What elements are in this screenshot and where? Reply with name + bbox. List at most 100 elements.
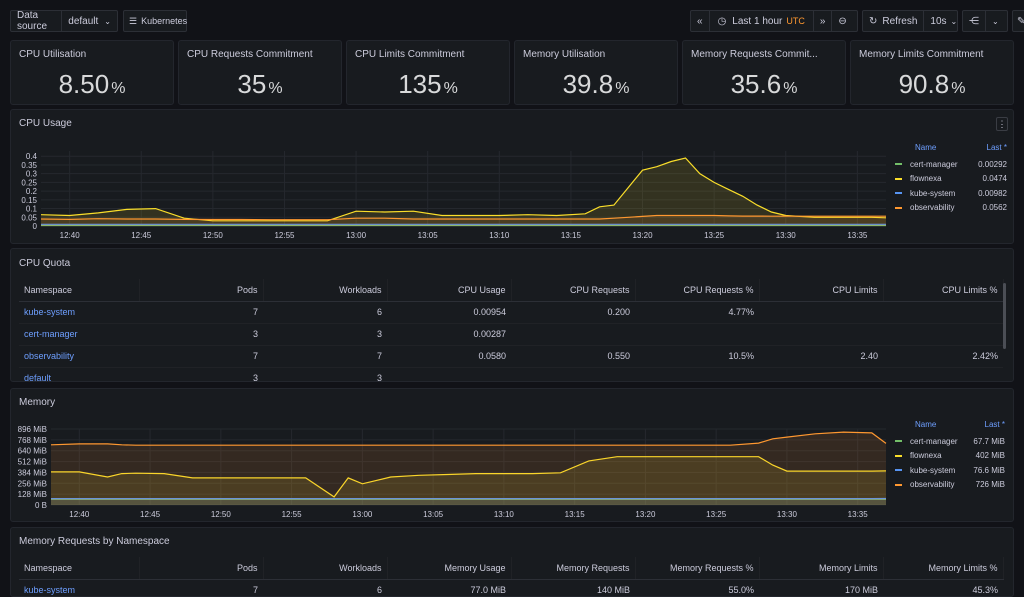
timezone-badge: UTC <box>786 16 805 26</box>
stat-value: 39.8 <box>563 69 614 99</box>
share-menu-button[interactable]: ⌄ <box>986 11 1005 31</box>
column-header[interactable]: Workloads <box>263 279 387 301</box>
stat-memory-utilisation[interactable]: Memory Utilisation 39.8% <box>514 40 678 105</box>
refresh-interval-value: 10s <box>930 16 946 27</box>
column-header[interactable]: Memory Usage <box>387 557 511 579</box>
namespace-link[interactable]: observability <box>19 345 139 367</box>
x-tick-label: 12:40 <box>69 510 90 519</box>
memory-requests-panel[interactable]: Memory Requests by Namespace Namespace P… <box>10 527 1014 597</box>
share-button-group[interactable]: ⋲ ⌄ <box>962 10 1008 32</box>
time-shift-back-button[interactable]: « <box>691 11 710 31</box>
stat-value-line: 135% <box>347 69 509 100</box>
column-header[interactable]: Namespace <box>19 557 139 579</box>
legend-swatch <box>895 178 902 180</box>
stat-title: CPU Utilisation <box>19 49 165 60</box>
table-cell: 2.40 <box>759 345 883 367</box>
y-tick-label: 256 MiB <box>18 479 47 488</box>
table-cell <box>759 301 883 323</box>
y-tick-label: 0.15 <box>21 196 37 205</box>
refresh-interval-select[interactable]: 10s⌄ <box>924 11 963 31</box>
column-header[interactable]: Pods <box>139 279 263 301</box>
edit-button[interactable]: ✎ <box>1012 10 1024 32</box>
column-header[interactable]: Memory Requests <box>511 557 635 579</box>
column-header[interactable]: Memory Requests % <box>635 557 759 579</box>
table-cell: 6 <box>263 301 387 323</box>
legend-swatch <box>895 163 902 165</box>
stat-memory-limits-commitment[interactable]: Memory Limits Commitment 90.8% <box>850 40 1014 105</box>
x-tick-label: 13:35 <box>848 510 869 519</box>
column-header[interactable]: CPU Requests <box>511 279 635 301</box>
stat-cpu-requests-commitment[interactable]: CPU Requests Commitment 35% <box>178 40 342 105</box>
legend-item-value: 726 MiB <box>976 480 1005 489</box>
legend-name-header[interactable]: Name <box>915 420 936 434</box>
datasource-picker[interactable]: Data source default⌄ <box>10 10 118 32</box>
stat-title: CPU Requests Commitment <box>187 49 333 60</box>
namespace-link[interactable]: kube-system <box>19 579 139 597</box>
column-header[interactable]: Memory Limits % <box>883 557 1003 579</box>
table-cell: 7 <box>139 345 263 367</box>
refresh-button[interactable]: ↻Refresh <box>863 11 924 31</box>
column-header[interactable]: CPU Limits <box>759 279 883 301</box>
panel-menu-button[interactable]: ⋮ <box>996 117 1008 131</box>
legend-item[interactable]: observability 726 MiB <box>895 478 1005 493</box>
column-header[interactable]: Workloads <box>263 557 387 579</box>
refresh-picker[interactable]: ↻Refresh 10s⌄ <box>862 10 958 32</box>
legend-name-header[interactable]: Name <box>915 143 936 157</box>
legend-item-value: 0.00982 <box>978 189 1007 198</box>
table-scrollbar[interactable] <box>1003 283 1006 349</box>
datasource-select[interactable]: default⌄ <box>62 11 117 31</box>
time-shift-forward-button[interactable]: » <box>814 11 833 31</box>
legend-last-header[interactable]: Last * <box>985 420 1005 434</box>
table-cell: 3 <box>139 323 263 345</box>
table-cell: 0.200 <box>511 301 635 323</box>
column-header[interactable]: CPU Limits % <box>883 279 1003 301</box>
kebab-icon: ⋮ <box>998 119 1007 129</box>
column-header[interactable]: Namespace <box>19 279 139 301</box>
zoom-out-button[interactable]: ⊖ <box>832 11 852 31</box>
stat-cpu-utilisation[interactable]: CPU Utilisation 8.50% <box>10 40 174 105</box>
namespace-link[interactable]: default <box>19 367 139 382</box>
table-cell: 0.550 <box>511 345 635 367</box>
stat-memory-requests-commitment[interactable]: Memory Requests Commit... 35.6% <box>682 40 846 105</box>
column-header[interactable]: CPU Usage <box>387 279 511 301</box>
table-cell: 0.00954 <box>387 301 511 323</box>
legend-item-name: observability <box>910 480 954 489</box>
column-header[interactable]: Pods <box>139 557 263 579</box>
kubernetes-link[interactable]: ☰Kubernetes <box>123 10 187 32</box>
stat-value: 35 <box>237 69 266 99</box>
namespace-link[interactable]: cert-manager <box>19 323 139 345</box>
column-header[interactable]: CPU Requests % <box>635 279 759 301</box>
legend-item-value: 76.6 MiB <box>973 466 1005 475</box>
legend-item-value: 0.0562 <box>983 203 1007 212</box>
legend-last-header[interactable]: Last * <box>987 143 1007 157</box>
cpu-quota-panel[interactable]: CPU Quota Namespace Pods Workloads CPU U… <box>10 248 1014 382</box>
stat-cpu-limits-commitment[interactable]: CPU Limits Commitment 135% <box>346 40 510 105</box>
column-header[interactable]: Memory Limits <box>759 557 883 579</box>
table-cell <box>635 323 759 345</box>
legend-swatch <box>895 207 902 209</box>
list-icon: ☰ <box>129 16 137 27</box>
panel-title: CPU Quota <box>19 258 70 269</box>
namespace-link[interactable]: kube-system <box>19 301 139 323</box>
x-tick-label: 12:45 <box>131 231 152 240</box>
chevron-down-icon: ⌄ <box>104 17 111 26</box>
x-tick-label: 13:25 <box>706 510 727 519</box>
chevron-down-icon: ⌄ <box>992 17 999 26</box>
table-header-row: Namespace Pods Workloads CPU Usage CPU R… <box>19 279 1003 301</box>
share-button[interactable]: ⋲ <box>963 11 986 31</box>
